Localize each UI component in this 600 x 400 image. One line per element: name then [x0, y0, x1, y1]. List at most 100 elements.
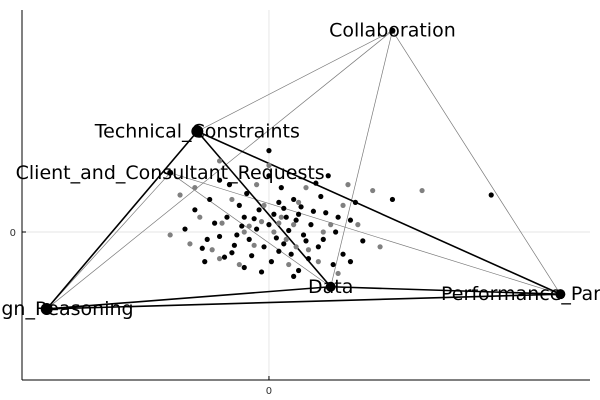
- scatter-point-gray: [254, 182, 260, 188]
- scatter-point-gray: [305, 247, 312, 253]
- scatter-point: [249, 253, 255, 259]
- scatter-point: [207, 196, 213, 203]
- scatter-point-gray: [355, 222, 361, 228]
- scatter-point-gray: [315, 259, 321, 265]
- scatter-point: [295, 211, 302, 217]
- scatter-point: [182, 226, 188, 232]
- scatter-point-gray: [340, 202, 346, 208]
- scatter-point-gray: [167, 232, 173, 238]
- scatter-point-gray: [293, 244, 299, 250]
- scatter-point: [192, 207, 198, 213]
- scatter-point-gray: [261, 202, 267, 208]
- node-collab: [389, 27, 396, 34]
- scatter-point: [261, 244, 267, 250]
- scatter-point-gray: [320, 229, 326, 235]
- scatter-point-gray: [266, 162, 272, 168]
- scatter-point-gray: [197, 214, 203, 220]
- node-label-tech: Technical_Constraints: [94, 120, 300, 142]
- node-label-client: Client_and_Consultant_Requests: [16, 162, 325, 184]
- y-tick-label: 0: [10, 228, 16, 239]
- edge-thin-client-perf: [170, 172, 561, 295]
- scatter-point-gray: [236, 261, 242, 268]
- thin-edge-layer: [46, 30, 561, 310]
- scatter-point-gray: [246, 223, 252, 229]
- scatter-point: [281, 205, 287, 211]
- scatter-point-gray: [276, 220, 282, 226]
- node-client: [167, 169, 174, 176]
- node-perf: [555, 289, 566, 300]
- scatter-point-gray: [229, 196, 235, 203]
- scatter-point: [241, 214, 247, 220]
- scatter-point: [224, 214, 230, 220]
- scatter-point: [286, 227, 292, 234]
- scatter-point: [352, 199, 358, 205]
- node-label-perf: Performance_Parameters: [441, 283, 600, 305]
- scatter-point-gray: [370, 187, 376, 194]
- scatter-point: [266, 148, 272, 154]
- edge-bold-data-perf: [330, 285, 561, 295]
- scatter-point: [266, 222, 272, 228]
- scatter-point: [271, 211, 277, 217]
- scatter-point: [288, 251, 294, 257]
- node-design: [40, 302, 53, 315]
- scatter-point-gray: [251, 242, 257, 248]
- scatter-point: [335, 214, 341, 220]
- scatter-point: [291, 196, 297, 203]
- scatter-point-gray: [345, 182, 351, 188]
- scatter-point: [295, 267, 302, 274]
- scatter-point-gray: [177, 192, 183, 198]
- scatter-point: [291, 273, 297, 279]
- scatter-point: [256, 207, 262, 213]
- scatter-point: [318, 193, 324, 200]
- node-label-collab: Collaboration: [329, 20, 456, 42]
- scatter-point: [202, 259, 208, 265]
- scatter-point: [360, 238, 366, 244]
- node-label-data: Data: [308, 276, 353, 298]
- scatter-point: [276, 248, 282, 254]
- scatter-point-gray: [271, 229, 277, 235]
- scatter-point: [320, 236, 326, 242]
- scatter-point: [310, 208, 317, 214]
- scatter-point-gray: [328, 222, 334, 228]
- scatter-point: [204, 236, 210, 242]
- edge-bold-design-perf: [46, 293, 561, 310]
- scatter-point: [216, 177, 223, 183]
- scatter-point: [293, 217, 299, 223]
- edge-thin-collab-tech: [197, 30, 393, 132]
- scatter-point: [239, 223, 245, 229]
- edge-bold-tech-design: [46, 130, 198, 310]
- scatter-point: [305, 256, 312, 262]
- node-label-layer: Collaboration Technical_Constraints Client…: [0, 20, 600, 320]
- scatter-point-gray: [192, 185, 198, 191]
- scatter-point: [251, 216, 257, 222]
- scatter-point: [273, 235, 279, 241]
- node-tech: [191, 125, 204, 138]
- scatter-point: [323, 210, 329, 216]
- scatter-point: [276, 199, 282, 205]
- grid-layer: [22, 10, 590, 380]
- scatter-point: [347, 217, 354, 223]
- scatter-point: [340, 251, 346, 257]
- scatter-point: [333, 229, 339, 235]
- scatter-point: [303, 238, 309, 244]
- scatter-point: [315, 244, 321, 250]
- scatter-point-gray: [209, 247, 215, 253]
- scatter-point: [281, 241, 287, 247]
- scatter-point: [325, 173, 331, 179]
- scatter-point: [330, 261, 336, 268]
- scatter-point: [298, 204, 304, 210]
- x-tick-label: 0: [266, 386, 272, 397]
- scatter-point: [241, 264, 247, 271]
- scatter-point-gray: [419, 187, 425, 194]
- edge-thin-collab-data: [330, 30, 393, 287]
- scatter-point: [244, 190, 250, 197]
- node-layer: [40, 27, 566, 315]
- scatter-point-gray: [291, 222, 297, 228]
- scatter-point: [246, 236, 252, 242]
- scatter-point: [216, 233, 223, 240]
- scatter-point: [283, 214, 289, 220]
- scatter-point: [313, 180, 319, 186]
- scatter-point: [254, 226, 260, 232]
- scatter-point: [258, 269, 265, 275]
